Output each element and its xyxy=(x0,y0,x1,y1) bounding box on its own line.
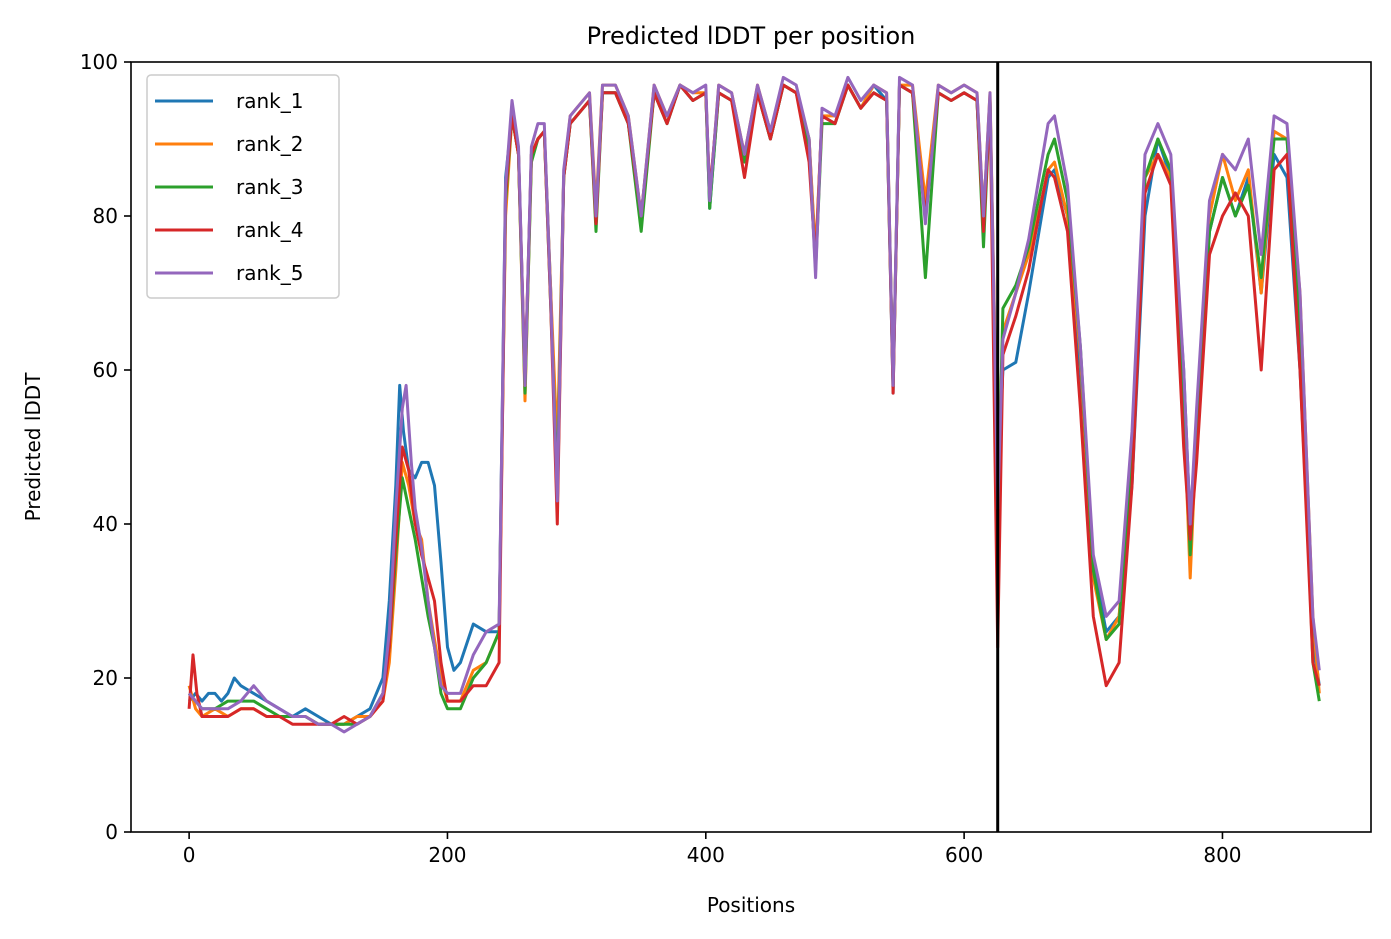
x-tick-label: 200 xyxy=(428,843,466,867)
y-axis: 0 20 40 60 80 100 xyxy=(80,50,131,844)
y-tick-label: 80 xyxy=(93,204,118,228)
series-line-rank_4 xyxy=(187,83,1321,726)
x-axis-title: Positions xyxy=(707,893,795,917)
legend-label-rank_3: rank_3 xyxy=(236,175,303,199)
y-tick-label: 60 xyxy=(93,358,118,382)
y-tick-label: 40 xyxy=(93,512,118,536)
y-axis-title: Predicted lDDT xyxy=(21,372,45,522)
y-tick-label: 100 xyxy=(80,50,118,74)
legend-label-rank_4: rank_4 xyxy=(236,218,303,242)
chart-title: Predicted lDDT per position xyxy=(587,22,916,50)
legend-label-rank_2: rank_2 xyxy=(236,132,303,156)
y-tick-label: 20 xyxy=(93,666,118,690)
legend-label-rank_5: rank_5 xyxy=(236,261,303,285)
series-line-rank_5 xyxy=(187,75,1321,734)
x-axis: 0 200 400 600 800 xyxy=(183,832,1242,867)
plot-area-frame xyxy=(130,61,1372,833)
x-tick-label: 800 xyxy=(1203,843,1241,867)
x-tick-label: 0 xyxy=(183,843,196,867)
x-tick-label: 400 xyxy=(687,843,725,867)
legend-label-rank_1: rank_1 xyxy=(236,89,303,113)
series-layer xyxy=(187,75,1321,734)
legend: rank_1 rank_2 rank_3 rank_4 rank_5 xyxy=(146,74,340,299)
legend-box xyxy=(146,74,340,299)
y-tick-label: 0 xyxy=(105,820,118,844)
x-tick-label: 600 xyxy=(945,843,983,867)
